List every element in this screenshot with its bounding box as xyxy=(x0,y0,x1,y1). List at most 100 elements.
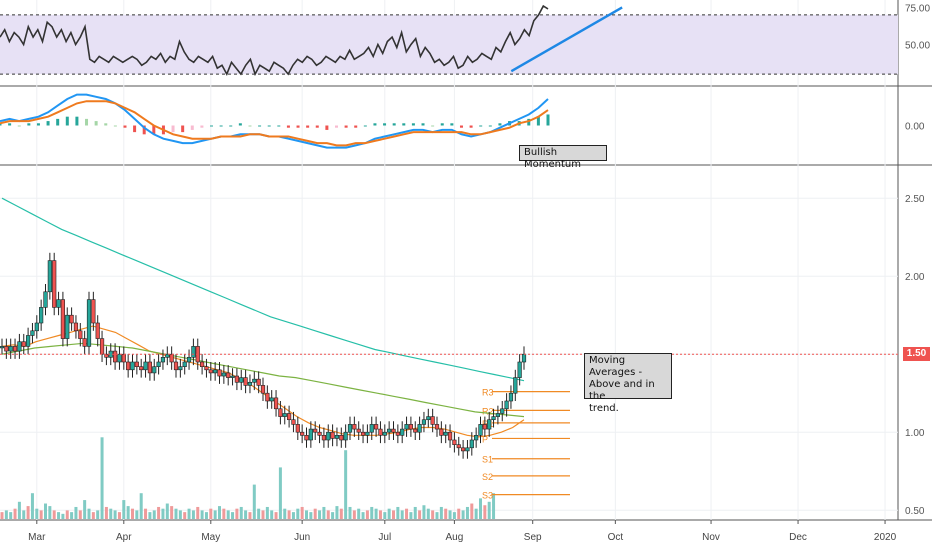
price-panel[interactable]: R3R2R1PS1S2S3 xyxy=(0,197,898,519)
candle-body xyxy=(321,435,327,441)
volume-bar xyxy=(174,508,178,519)
macd-histogram-bar xyxy=(113,125,117,127)
macd-histogram-bar xyxy=(104,123,108,126)
volume-bar xyxy=(226,510,230,519)
candle-body xyxy=(434,424,440,430)
volume-bar xyxy=(431,510,435,519)
macd-histogram-bar xyxy=(296,125,300,128)
pivot-label: R3 xyxy=(482,388,494,398)
rsi-panel[interactable] xyxy=(0,4,898,77)
macd-tick-label: 0.00 xyxy=(905,122,925,133)
volume-bar xyxy=(283,508,287,519)
candle-body xyxy=(182,361,187,367)
volume-bar xyxy=(131,508,134,519)
macd-histogram-bar xyxy=(392,123,396,126)
moving-average-annotation[interactable]: Moving Averages - Above and in the trend… xyxy=(584,353,672,414)
macd-histogram-bar xyxy=(133,125,137,133)
volume-bar xyxy=(200,510,204,519)
volume-bar xyxy=(418,510,422,519)
candle-body xyxy=(408,424,414,430)
volume-bar xyxy=(165,503,169,519)
volume-bar xyxy=(465,506,469,519)
candle-body xyxy=(39,307,44,324)
candle-body xyxy=(99,338,105,355)
candle-body xyxy=(339,435,344,441)
macd-histogram-bar xyxy=(344,125,348,128)
volume-bar xyxy=(335,506,339,519)
candle-body xyxy=(395,431,400,436)
candle-body xyxy=(387,428,392,433)
volume-bar xyxy=(352,510,356,519)
macd-histogram-bar xyxy=(190,125,194,130)
candle-body xyxy=(421,419,427,425)
last-price-label: 1.50 xyxy=(903,347,930,362)
candle-body xyxy=(21,341,26,347)
candle-body xyxy=(126,361,131,371)
volume-bar xyxy=(348,506,352,519)
candle-body xyxy=(113,350,118,363)
candle-body xyxy=(95,322,100,339)
volume-bar xyxy=(113,510,117,519)
candle-body xyxy=(4,346,9,352)
candle-body xyxy=(334,435,340,439)
x-tick-label: Aug xyxy=(446,532,464,543)
candle-body xyxy=(373,424,379,430)
candle-body xyxy=(404,424,409,430)
macd-panel[interactable] xyxy=(0,93,550,149)
volume-bar xyxy=(422,505,426,519)
macd-histogram-bar xyxy=(46,121,50,126)
pivot-label: S3 xyxy=(482,491,493,501)
macd-histogram-bar xyxy=(267,125,271,127)
candle-body xyxy=(213,369,218,374)
candle-body xyxy=(356,428,361,433)
candle-body xyxy=(147,361,153,374)
volume-bar xyxy=(452,512,456,519)
volume-bar xyxy=(444,508,448,519)
volume-bar xyxy=(326,510,330,519)
candle-body xyxy=(73,322,79,332)
macd-histogram-bar xyxy=(94,121,98,126)
candle-body xyxy=(160,357,166,363)
volume-bar xyxy=(470,503,474,519)
macd-histogram-bar xyxy=(286,125,290,128)
volume-bar xyxy=(339,508,343,519)
volume-bar xyxy=(318,510,322,519)
volume-bar xyxy=(439,506,443,519)
candle-body xyxy=(34,322,39,332)
momentum-annotation[interactable]: Bullish Momentum xyxy=(519,145,607,170)
volume-bar xyxy=(109,508,113,519)
volume-bar xyxy=(4,510,8,519)
price-axis[interactable]: 75.00 50.00 0.00 2.50 2.00 1.50 1.00 0.50 xyxy=(905,3,930,517)
candle-body xyxy=(456,444,461,449)
price-tick-label: 1.00 xyxy=(905,428,925,439)
time-axis[interactable]: Mar Apr May Jun Jul Aug Sep Oct Nov Dec 2020 xyxy=(28,520,897,543)
macd-histogram-bar xyxy=(142,125,146,135)
volume-bar xyxy=(222,508,226,519)
candle-body xyxy=(239,377,244,383)
x-tick-label: 2020 xyxy=(874,532,897,543)
candle-body xyxy=(482,424,487,430)
volume-bar xyxy=(278,467,282,519)
candle-body xyxy=(439,428,444,436)
macd-histogram-bar xyxy=(373,123,377,126)
macd-histogram-bar xyxy=(421,123,425,126)
candle-body xyxy=(221,372,226,377)
volume-bar xyxy=(387,508,391,519)
volume-bar xyxy=(17,501,21,519)
x-tick-label: May xyxy=(201,532,220,543)
candle-body xyxy=(121,353,126,363)
volume-bar xyxy=(83,500,87,519)
candle-body xyxy=(8,346,13,352)
candle-body xyxy=(217,369,222,377)
candle-body xyxy=(426,416,431,421)
volume-bar xyxy=(135,510,139,519)
candle-body xyxy=(230,375,235,378)
candle-body xyxy=(326,431,331,441)
candle-body xyxy=(47,260,52,293)
volume-bar xyxy=(383,512,387,519)
macd-histogram-bar xyxy=(171,125,175,133)
macd-histogram-bar xyxy=(17,125,21,127)
macd-histogram-bar xyxy=(479,125,483,127)
volume-bar xyxy=(361,512,365,519)
